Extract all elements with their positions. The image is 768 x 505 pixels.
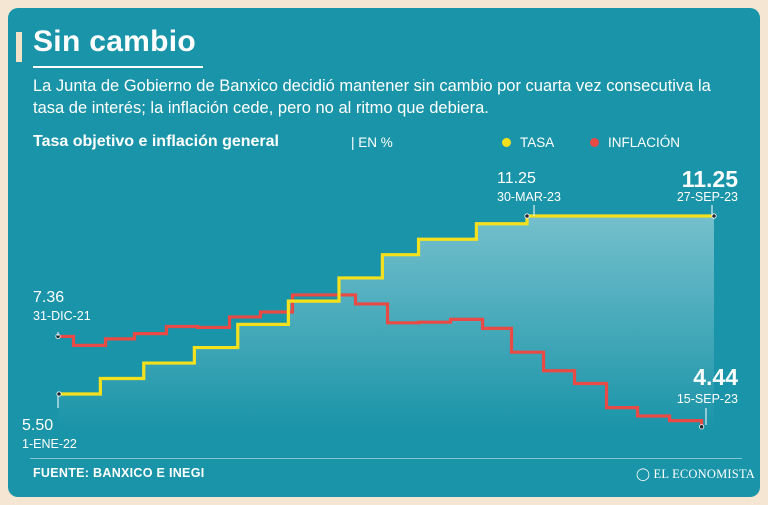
infl-start-date: 31-DIC-21	[33, 309, 91, 323]
legend-swatch-inflacion	[590, 138, 599, 147]
inflacion-line	[58, 293, 704, 427]
legend-item-inflacion: INFLACIÓN	[590, 135, 680, 150]
title-accent-bar	[16, 32, 22, 62]
tasa-start-point	[56, 391, 62, 397]
chart-unit: | EN %	[351, 135, 393, 150]
infl-end-value: 4.44	[693, 364, 738, 390]
brand-icon: ◯	[636, 467, 651, 481]
tasa-peak-point	[524, 213, 530, 219]
tasa-peak-date: 30-MAR-23	[497, 190, 561, 204]
tasa-start-value: 5.50	[22, 417, 53, 434]
inflacion-end-point	[699, 424, 705, 430]
tasa-end-date: 27-SEP-23	[677, 190, 738, 204]
legend-label-tasa: TASA	[520, 135, 555, 150]
legend-label-inflacion: INFLACIÓN	[608, 135, 681, 150]
page-title: Sin cambio	[33, 25, 197, 58]
subtitle: La Junta de Gobierno de Banxico decidió …	[33, 77, 711, 117]
brand-name: EL ECONOMISTA	[653, 467, 756, 481]
infl-end-date: 15-SEP-23	[677, 392, 738, 406]
tasa-end-value: 11.25	[682, 166, 738, 192]
source-note: FUENTE: BANXICO E INEGI	[33, 466, 205, 480]
tasa-line	[59, 214, 714, 396]
legend-swatch-tasa	[502, 138, 511, 147]
legend-item-tasa: TASA	[502, 135, 554, 150]
tasa-start-date: 1-ENE-22	[22, 437, 77, 451]
title-underline	[33, 66, 203, 68]
infl-start-value: 7.36	[33, 289, 64, 306]
chart-title: Tasa objetivo e inflación general	[33, 133, 279, 150]
footer-divider	[30, 458, 742, 459]
brand-logo: ◯ EL ECONOMISTA	[636, 466, 755, 482]
tasa-peak-value: 11.25	[497, 170, 536, 187]
